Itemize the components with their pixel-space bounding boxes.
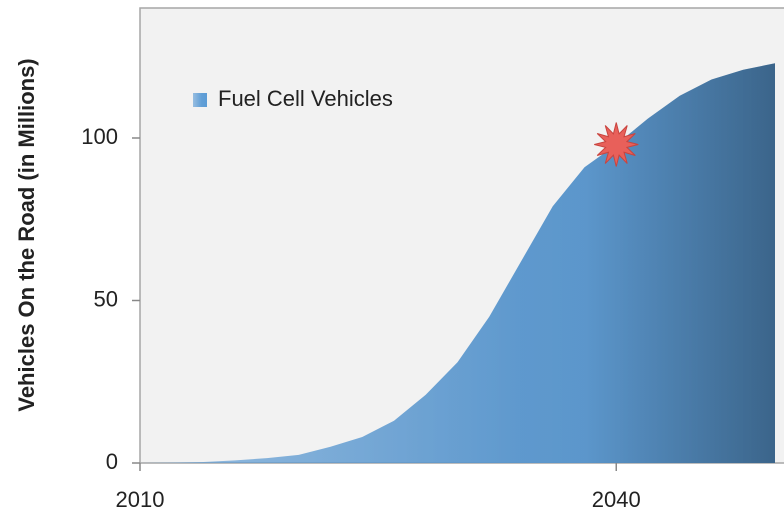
legend-swatch [193,93,207,107]
y-axis-label: Vehicles On the Road (in Millions) [14,58,39,411]
y-tick-label: 100 [81,124,118,149]
x-tick-label: 2010 [116,487,165,512]
legend-label: Fuel Cell Vehicles [218,86,393,111]
marker-core [606,134,627,155]
y-tick-label: 50 [94,286,118,311]
x-tick-label: 2040 [592,487,641,512]
y-tick-label: 0 [106,449,118,474]
